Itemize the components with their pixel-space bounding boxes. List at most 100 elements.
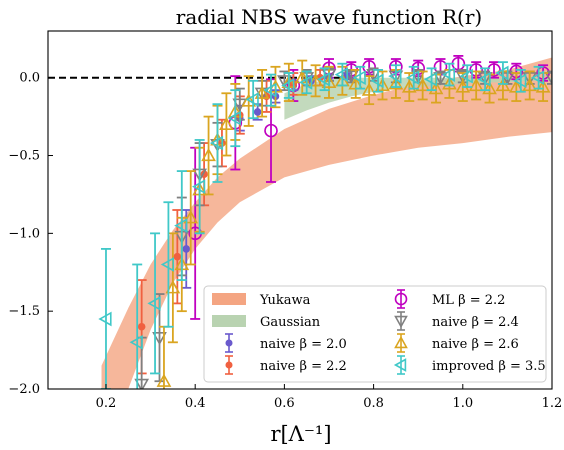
- data-point: [468, 77, 484, 92]
- legend-item: ML β = 2.2: [394, 289, 505, 309]
- x-tick-label: 0.4: [185, 396, 206, 411]
- x-tick-label: 0.2: [96, 396, 117, 411]
- legend-label: naive β = 2.0: [260, 337, 347, 352]
- series-layer: [98, 55, 552, 389]
- axes-layer: 0.2 0.4 0.6 0.8 1.0 1.2 0.0 −0.5 −1.0 −1.5 −2.0: [8, 30, 563, 411]
- data-point: [455, 70, 471, 84]
- data-point: [182, 245, 191, 253]
- legend: Yukawa ML β = 2.2 Gaussian naive β = 2.4 nai…: [203, 285, 547, 383]
- data-point: [191, 179, 206, 195]
- data-point: [433, 72, 448, 86]
- series-improved-3-5: [98, 61, 545, 389]
- data-point: [316, 71, 331, 87]
- data-point: [183, 210, 199, 224]
- data-point: [442, 76, 457, 90]
- data-point: [219, 116, 234, 130]
- legend-item: naive β = 2.0: [225, 333, 347, 353]
- data-point: [535, 79, 551, 93]
- legend-marker: [394, 315, 408, 329]
- data-point: [522, 77, 538, 92]
- data-point: [201, 147, 216, 162]
- legend-item: improved β = 3.5: [393, 355, 546, 375]
- data-point: [263, 82, 277, 98]
- y-tick-label: 0.0: [19, 71, 40, 86]
- data-point: [441, 67, 456, 82]
- legend-marker: [394, 292, 408, 306]
- legend-item: naive β = 2.6: [394, 333, 519, 353]
- data-point: [134, 378, 150, 389]
- data-point: [428, 80, 444, 95]
- legend-label: naive β = 2.2: [260, 359, 347, 374]
- legend-label: Gaussian: [260, 315, 321, 330]
- legend-swatch: [212, 293, 246, 305]
- data-point: [352, 70, 366, 86]
- data-point: [423, 71, 438, 87]
- data-point: [98, 311, 112, 327]
- data-point: [245, 92, 259, 107]
- legend-label: naive β = 2.4: [432, 315, 519, 330]
- data-point: [459, 68, 473, 84]
- data-point: [370, 73, 384, 89]
- legend-marker: [393, 358, 407, 372]
- data-point: [388, 68, 402, 84]
- data-point: [277, 75, 292, 89]
- data-point: [487, 63, 501, 77]
- x-tick-label: 1.0: [452, 396, 473, 411]
- data-point: [401, 79, 417, 93]
- data-point: [129, 334, 143, 350]
- data-point: [495, 65, 509, 81]
- legend-box: [203, 285, 547, 383]
- y-tick-label: −1.0: [8, 226, 40, 241]
- legend-swatch: [212, 315, 246, 327]
- data-point: [334, 67, 348, 82]
- data-point: [264, 123, 278, 138]
- data-point: [152, 332, 167, 346]
- data-point: [544, 72, 552, 86]
- data-point: [513, 73, 527, 89]
- data-point: [147, 296, 161, 311]
- data-point: [361, 82, 377, 96]
- legend-marker: [225, 339, 233, 347]
- plot-frame: [47, 30, 553, 390]
- data-point: [241, 93, 257, 107]
- data-point: [388, 76, 404, 90]
- legend-item: naive β = 2.4: [394, 311, 519, 331]
- data-point: [160, 257, 175, 272]
- legend-label: Yukawa: [259, 293, 311, 308]
- data-point: [406, 70, 420, 86]
- chart-title: radial NBS wave function R(r): [176, 5, 482, 29]
- x-tick-label: 0.8: [363, 396, 384, 411]
- data-point: [173, 252, 182, 261]
- legend-label: ML β = 2.2: [432, 293, 505, 308]
- data-point: [254, 85, 270, 99]
- data-point: [477, 71, 491, 87]
- legend-item: Yukawa: [212, 293, 311, 308]
- data-point: [482, 80, 497, 95]
- data-point: [227, 110, 241, 126]
- y-tick-label: −1.5: [8, 304, 40, 319]
- y-tick-label: −2.0: [8, 382, 40, 397]
- legend-marker: [394, 335, 408, 349]
- legend-label: improved β = 3.5: [432, 359, 546, 374]
- x-axis-label: r[Λ⁻¹]: [270, 422, 331, 446]
- legend-label: naive β = 2.6: [432, 337, 519, 352]
- data-point: [137, 322, 146, 331]
- band-yukawa: [101, 57, 552, 389]
- x-tick-label: 0.6: [274, 396, 295, 411]
- data-point: [495, 77, 511, 92]
- data-point: [253, 108, 262, 116]
- data-point: [174, 218, 188, 233]
- y-tick-label: −0.5: [8, 149, 40, 164]
- data-point: [321, 74, 337, 88]
- data-point: [165, 280, 181, 294]
- legend-item: naive β = 2.2: [225, 355, 347, 375]
- data-point: [415, 77, 431, 92]
- data-point: [281, 78, 295, 93]
- x-tick-label: 1.2: [542, 396, 563, 411]
- legend-item: Gaussian: [212, 315, 321, 330]
- data-point: [299, 75, 313, 90]
- data-point: [209, 135, 224, 151]
- data-point: [156, 373, 172, 387]
- data-point: [530, 70, 545, 86]
